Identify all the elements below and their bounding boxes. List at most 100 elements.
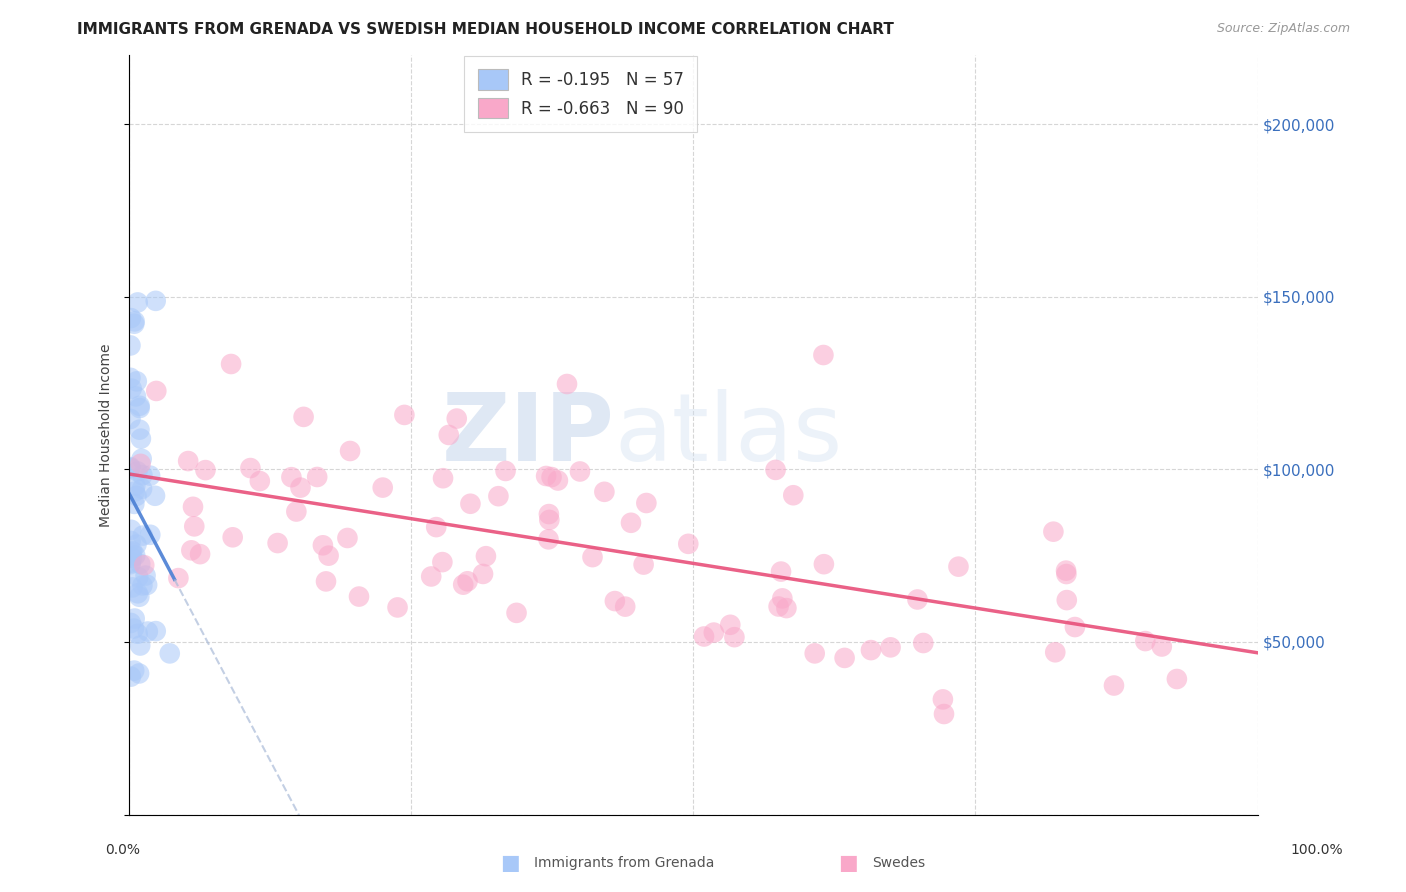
Point (859, 643, 882, 657)
Legend: R = -0.195   N = 57, R = -0.663   N = 90: R = -0.195 N = 57, R = -0.663 N = 90 (464, 56, 697, 131)
Point (432, 555, 454, 569)
Text: 100.0%: 100.0% (1291, 843, 1343, 857)
Point (460, 497, 482, 511)
Point (125, 389, 148, 403)
Point (131, 578, 153, 592)
Point (135, 568, 157, 582)
Point (1135, 634, 1157, 648)
Text: Source: ZipAtlas.com: Source: ZipAtlas.com (1216, 22, 1350, 36)
Point (472, 566, 495, 581)
Point (124, 317, 146, 331)
Point (505, 606, 527, 620)
Point (292, 409, 315, 424)
Point (136, 578, 159, 592)
Point (703, 625, 725, 640)
Text: IMMIGRANTS FROM GRENADA VS SWEDISH MEDIAN HOUSEHOLD INCOME CORRELATION CHART: IMMIGRANTS FROM GRENADA VS SWEDISH MEDIA… (77, 22, 894, 37)
Text: Swedes: Swedes (872, 856, 925, 871)
Point (371, 481, 394, 495)
Point (128, 423, 150, 437)
Point (425, 520, 447, 534)
Point (347, 590, 370, 604)
Point (121, 581, 143, 595)
Point (603, 594, 626, 608)
Point (768, 599, 790, 614)
Point (249, 474, 271, 488)
Point (568, 465, 591, 479)
Point (145, 384, 167, 398)
Point (633, 558, 655, 572)
Point (221, 530, 243, 544)
Point (122, 664, 145, 678)
Point (537, 507, 560, 521)
Point (125, 375, 148, 389)
Point (420, 569, 443, 583)
Point (834, 651, 856, 665)
Point (183, 519, 205, 533)
Point (131, 451, 153, 466)
Point (432, 471, 454, 485)
Point (188, 547, 211, 561)
Point (538, 513, 561, 527)
Point (128, 590, 150, 604)
Point (907, 592, 929, 607)
Point (219, 357, 242, 371)
Text: atlas: atlas (614, 389, 842, 481)
Point (540, 470, 562, 484)
Point (131, 482, 153, 496)
Point (120, 670, 142, 684)
Point (127, 586, 149, 600)
Point (723, 630, 745, 644)
Point (136, 624, 159, 639)
Point (948, 559, 970, 574)
Point (457, 574, 479, 589)
Point (127, 570, 149, 584)
Point (678, 537, 700, 551)
Point (451, 577, 474, 591)
Point (495, 464, 517, 478)
Point (129, 432, 152, 446)
Text: ■: ■ (501, 854, 520, 873)
Point (280, 470, 302, 484)
Point (394, 408, 416, 422)
Text: ZIP: ZIP (441, 389, 614, 481)
Point (159, 647, 181, 661)
Point (124, 484, 146, 499)
Point (318, 549, 340, 563)
Point (1054, 567, 1077, 582)
Point (125, 489, 148, 503)
Point (932, 706, 955, 721)
Point (1042, 524, 1064, 539)
Point (593, 484, 616, 499)
Point (307, 470, 329, 484)
Point (339, 444, 361, 458)
Point (145, 624, 167, 639)
Point (139, 528, 162, 542)
Point (132, 528, 155, 542)
Point (315, 574, 337, 589)
Point (285, 504, 308, 518)
Point (1150, 640, 1173, 654)
Point (555, 377, 578, 392)
Point (266, 536, 288, 550)
Point (336, 531, 359, 545)
Point (120, 371, 142, 385)
Point (1054, 564, 1077, 578)
Point (121, 544, 143, 558)
Point (124, 497, 146, 511)
Point (120, 615, 142, 630)
Point (128, 399, 150, 413)
Point (1102, 679, 1125, 693)
Point (932, 692, 955, 706)
Point (534, 469, 557, 483)
Point (177, 454, 200, 468)
Point (614, 599, 637, 614)
Text: Immigrants from Grenada: Immigrants from Grenada (534, 856, 714, 871)
Point (912, 636, 935, 650)
Point (1056, 593, 1078, 607)
Point (121, 550, 143, 565)
Point (120, 533, 142, 548)
Point (782, 488, 804, 502)
Point (718, 617, 741, 632)
Point (127, 295, 149, 310)
Point (145, 293, 167, 308)
